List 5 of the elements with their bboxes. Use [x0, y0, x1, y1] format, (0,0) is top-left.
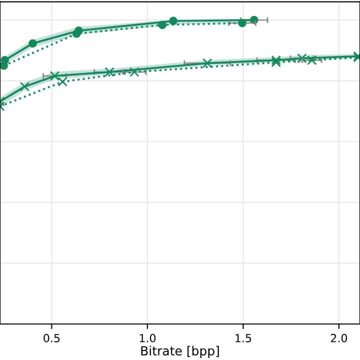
- x-axis-title: Bitrate [bpp]: [141, 346, 219, 358]
- x-tick-label: 2.0: [330, 334, 348, 342]
- x-tick-label: 1.5: [236, 334, 252, 342]
- x-tick-label: 0.5: [44, 334, 60, 342]
- x-tick-label: 1.0: [140, 334, 156, 342]
